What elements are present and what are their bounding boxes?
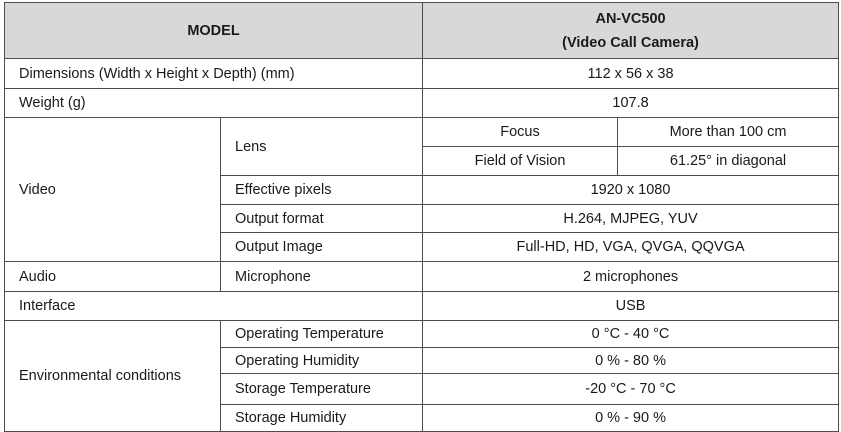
lens-focus-row: Video Lens Focus More than 100 cm bbox=[4, 117, 840, 262]
lens-label: Lens bbox=[219, 117, 424, 176]
st-humidity-label: Storage Humidity bbox=[219, 404, 424, 432]
video-label: Video bbox=[4, 117, 221, 262]
fov-label: Field of Vision bbox=[422, 146, 619, 176]
output-format-value: H.264, MJPEG, YUV bbox=[422, 204, 840, 233]
output-image-label: Output Image bbox=[219, 232, 424, 262]
output-image-value: Full-HD, HD, VGA, QVGA, QQVGA bbox=[422, 232, 840, 262]
st-humidity-row: Storage Humidity 0 % - 90 % bbox=[5, 404, 840, 432]
model-label: MODEL bbox=[3, 2, 424, 59]
op-humidity-label: Operating Humidity bbox=[219, 347, 424, 374]
header-row: MODEL AN-VC500 (Video Call Camera) bbox=[3, 2, 840, 59]
op-humidity-row: Operating Humidity 0 % - 80 % bbox=[5, 347, 840, 374]
microphone-label: Microphone bbox=[219, 261, 424, 292]
interface-row: Interface USB bbox=[3, 291, 840, 321]
audio-label: Audio bbox=[4, 261, 221, 292]
lens-fov-row: Field of Vision 61.25° in diagonal bbox=[5, 146, 840, 176]
op-temp-row: Environmental conditions Operating Tempe… bbox=[4, 320, 840, 432]
focus-label: Focus bbox=[422, 117, 619, 147]
output-image-row: Output Image Full-HD, HD, VGA, QVGA, QQV… bbox=[5, 232, 840, 262]
model-cell: AN-VC500 (Video Call Camera) bbox=[422, 2, 840, 59]
st-temp-row: Storage Temperature -20 °C - 70 °C bbox=[5, 373, 840, 405]
op-humidity-value: 0 % - 80 % bbox=[422, 347, 840, 374]
weight-row: Weight (g) 107.8 bbox=[3, 88, 840, 118]
dimensions-value: 112 x 56 x 38 bbox=[422, 58, 840, 89]
st-temp-value: -20 °C - 70 °C bbox=[422, 373, 840, 405]
st-humidity-value: 0 % - 90 % bbox=[422, 404, 840, 432]
interface-label: Interface bbox=[3, 291, 424, 321]
op-temp-label: Operating Temperature bbox=[219, 320, 424, 348]
st-temp-label: Storage Temperature bbox=[219, 373, 424, 405]
weight-label: Weight (g) bbox=[3, 88, 424, 118]
audio-row: Audio Microphone 2 microphones bbox=[4, 261, 840, 292]
weight-value: 107.8 bbox=[422, 88, 840, 118]
pixels-value: 1920 x 1080 bbox=[422, 175, 840, 205]
pixels-label: Effective pixels bbox=[219, 175, 424, 205]
dimensions-row: Dimensions (Width x Height x Depth) (mm)… bbox=[3, 58, 840, 89]
pixels-row: Effective pixels 1920 x 1080 bbox=[5, 175, 840, 205]
interface-value: USB bbox=[422, 291, 840, 321]
dimensions-label: Dimensions (Width x Height x Depth) (mm) bbox=[3, 58, 424, 89]
model-name: AN-VC500 bbox=[595, 10, 666, 27]
microphone-value: 2 microphones bbox=[422, 261, 840, 292]
output-format-label: Output format bbox=[219, 204, 424, 233]
fov-value: 61.25° in diagonal bbox=[617, 146, 840, 176]
model-description: (Video Call Camera) bbox=[562, 34, 699, 51]
environment-label: Environmental conditions bbox=[4, 320, 221, 432]
output-format-row: Output format H.264, MJPEG, YUV bbox=[5, 204, 840, 233]
focus-value: More than 100 cm bbox=[617, 117, 840, 147]
spec-table: MODEL AN-VC500 (Video Call Camera) Dimen… bbox=[3, 2, 840, 432]
op-temp-value: 0 °C - 40 °C bbox=[422, 320, 840, 348]
